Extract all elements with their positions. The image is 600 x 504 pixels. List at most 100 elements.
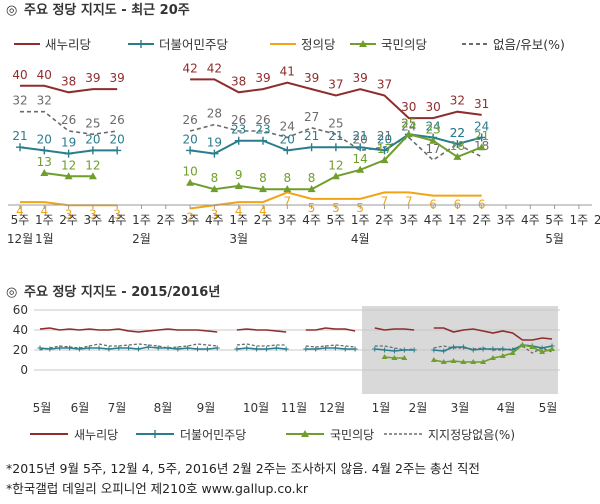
yearly-point-국민의당 xyxy=(549,346,555,351)
point-국민의당 xyxy=(64,172,73,180)
yearly-point-더불어민주당 xyxy=(234,346,240,352)
data-label-더불어민주당: 20 xyxy=(85,132,100,146)
yearly-point-국민의당 xyxy=(470,359,477,364)
data-label-국민의당: 21 xyxy=(474,129,489,143)
data-label-없음-유보: 27 xyxy=(304,110,319,124)
data-label-새누리당: 37 xyxy=(377,78,392,92)
yearly-point-더불어민주당 xyxy=(116,345,122,351)
x-tick-label: 2주 xyxy=(375,213,394,227)
point-더불어민주당 xyxy=(380,146,389,155)
yearly-point-더불어민주당 xyxy=(323,345,329,351)
point-국민의당 xyxy=(210,185,219,193)
x-month-tick-label: 8월 xyxy=(154,401,173,415)
legend-label-없음-유보: 없음/유보(%) xyxy=(493,37,565,52)
point-더불어민주당 xyxy=(234,136,243,145)
series-새누리당: 40 40 38 39 39 42 42 38 39 41 39 37 39 37 30 30 32 31 xyxy=(12,61,489,120)
y-tick-label: 20 xyxy=(13,343,28,357)
yearly-chart: ◎ 주요 정당 지지도 - 2015/2016년 0 20 40 60 5월 6월 7월 8월 9월… xyxy=(6,284,560,442)
data-label-없음-유보: 32 xyxy=(12,94,27,108)
data-label-없음-유보: 25 xyxy=(85,116,100,130)
point-국민의당 xyxy=(356,165,365,173)
data-label-더불어민주당: 20 xyxy=(280,132,295,146)
x-tick-label: 3주 xyxy=(84,213,103,227)
x-month-tick-label: 2월 xyxy=(409,401,428,415)
data-label-없음-유보: 26 xyxy=(182,113,197,127)
point-더불어민주당 xyxy=(283,146,292,155)
y-tick-label: 0 xyxy=(20,363,28,377)
x-tick-label: 3주 xyxy=(497,213,516,227)
data-label-새누리당: 39 xyxy=(255,71,270,85)
x-tick-label: 1주 xyxy=(35,213,54,227)
yearly-point-더불어민주당 xyxy=(214,345,220,351)
yearly-point-더불어민주당 xyxy=(480,346,486,352)
data-label-없음-유보: 26 xyxy=(110,113,125,127)
data-label-새누리당: 42 xyxy=(182,61,197,75)
yearly-point-더불어민주당 xyxy=(185,345,191,351)
data-label-더불어민주당: 21 xyxy=(353,129,368,143)
yearly-legend-label-더불어민주당: 더불어민주당 xyxy=(180,428,246,442)
yearly-series-더불어민주당 xyxy=(37,342,555,354)
point-국민의당 xyxy=(307,185,316,193)
yearly-point-더불어민주당 xyxy=(401,347,407,353)
yearly-point-더불어민주당 xyxy=(431,347,437,353)
chart1-title: 주요 정당 지지도 - 최근 20주 xyxy=(24,2,190,18)
x-tick-label: 2주 xyxy=(472,213,491,227)
yearly-point-국민의당 xyxy=(489,355,496,360)
y-tick-label: 40 xyxy=(13,323,28,337)
legend-marker-더불어민주당 xyxy=(137,40,145,48)
data-label-없음-유보: 32 xyxy=(37,94,52,108)
yearly-point-더불어민주당 xyxy=(126,345,132,351)
footnote-survey: *2015년 9월 5주, 12월 4, 5주, 2016년 2월 2주는 조사… xyxy=(6,461,480,476)
data-label-새누리당: 39 xyxy=(110,71,125,85)
data-label-국민의당: 8 xyxy=(259,171,267,185)
data-label-새누리당: 31 xyxy=(474,97,489,111)
data-label-국민의당: 8 xyxy=(283,171,291,185)
point-더불어민주당 xyxy=(64,149,73,158)
yearly-point-더불어민주당 xyxy=(451,344,457,350)
data-label-정의당: 7 xyxy=(381,194,389,208)
footnote-source: *한국갤럽 데일리 오피니언 제210호 www.gallup.co.kr xyxy=(6,481,309,496)
point-국민의당 xyxy=(186,178,195,186)
data-label-정의당: 4 xyxy=(235,204,243,218)
yearly-point-더불어민주당 xyxy=(372,346,378,352)
yearly-point-더불어민주당 xyxy=(86,345,92,351)
data-label-국민의당: 12 xyxy=(328,158,343,172)
data-label-더불어민주당: 24 xyxy=(474,120,489,134)
x-tick-label: 3주 xyxy=(181,213,200,227)
yearly-point-더불어민주당 xyxy=(352,346,358,352)
x-month-tick-label: 12월 xyxy=(319,401,345,415)
data-label-새누리당: 39 xyxy=(304,71,319,85)
data-label-더불어민주당: 24 xyxy=(425,120,440,134)
point-국민의당 xyxy=(477,143,486,151)
data-label-새누리당: 41 xyxy=(280,65,295,79)
yearly-point-더불어민주당 xyxy=(283,346,289,352)
point-국민의당 xyxy=(40,169,49,177)
legend-label-더불어민주당: 더불어민주당 xyxy=(159,37,229,52)
x-tick-label: 1주 xyxy=(229,213,248,227)
yearly-point-더불어민주당 xyxy=(470,347,476,353)
data-label-정의당: 4 xyxy=(259,204,267,218)
yearly-point-국민의당 xyxy=(401,355,408,360)
x-month-label: 4월 xyxy=(351,232,370,246)
x-tick-label: 4주 xyxy=(205,213,224,227)
x-tick-label: 4주 xyxy=(302,213,321,227)
data-label-국민의당: 12 xyxy=(85,158,100,172)
point-더불어민주당 xyxy=(40,146,49,155)
data-label-더불어민주당: 25 xyxy=(401,116,416,130)
yearly-point-국민의당 xyxy=(539,349,546,354)
data-label-더불어민주당: 20 xyxy=(377,132,392,146)
x-month-tick-label: 3월 xyxy=(451,401,470,415)
data-label-국민의당: 10 xyxy=(182,165,197,179)
series-국민의당: 13 12 12 10 8 9 8 8 8 12 14 17 25 23 18 21 xyxy=(37,116,489,193)
x-month-label: 2월 xyxy=(132,232,151,246)
point-국민의당 xyxy=(429,136,438,144)
data-label-새누리당: 40 xyxy=(37,68,52,82)
yearly-point-더불어민주당 xyxy=(254,346,260,352)
x-tick-label: 4주 xyxy=(521,213,540,227)
x-tick-label: 5주 xyxy=(545,213,564,227)
data-label-더불어민주당: 20 xyxy=(110,132,125,146)
yearly-point-국민의당 xyxy=(519,342,526,347)
series-line-없음-유보 xyxy=(20,110,483,162)
